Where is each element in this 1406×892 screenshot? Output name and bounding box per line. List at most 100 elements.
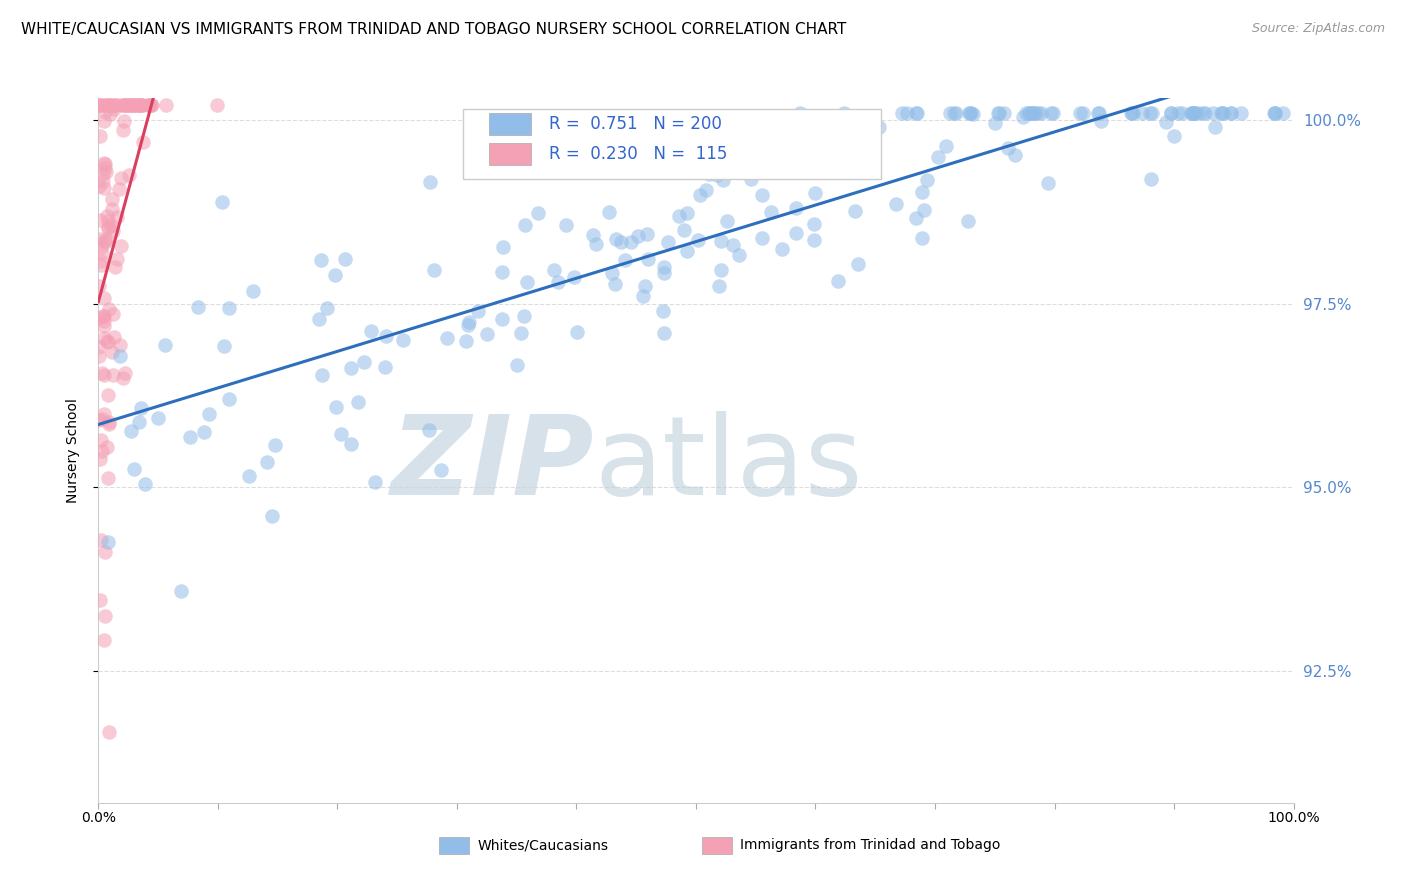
Point bbox=[804, 186, 827, 201]
Point bbox=[710, 234, 733, 248]
Point bbox=[1219, 105, 1241, 120]
Point bbox=[90, 533, 112, 547]
Point bbox=[104, 260, 127, 274]
Point bbox=[89, 593, 111, 607]
Point bbox=[1211, 105, 1233, 120]
Point bbox=[1263, 105, 1285, 120]
Point bbox=[111, 98, 134, 112]
Point bbox=[1090, 113, 1112, 128]
Point bbox=[89, 213, 111, 227]
Point bbox=[94, 161, 117, 176]
Point bbox=[1271, 105, 1294, 120]
Point bbox=[101, 345, 124, 359]
Point bbox=[97, 387, 120, 401]
Point bbox=[904, 211, 927, 226]
Point bbox=[634, 279, 657, 293]
Point bbox=[751, 188, 773, 202]
Point bbox=[1036, 176, 1059, 190]
Point bbox=[636, 227, 658, 241]
Point bbox=[1021, 105, 1043, 120]
Point bbox=[93, 331, 115, 345]
FancyBboxPatch shape bbox=[702, 837, 733, 855]
Point bbox=[927, 150, 949, 164]
Point bbox=[1181, 105, 1204, 120]
Point bbox=[101, 368, 124, 383]
Point bbox=[91, 309, 114, 323]
Point bbox=[652, 326, 675, 341]
Point bbox=[707, 149, 730, 163]
Point bbox=[957, 213, 980, 227]
Point bbox=[554, 219, 576, 233]
Point bbox=[131, 98, 153, 112]
Point bbox=[98, 98, 121, 112]
Point bbox=[1181, 105, 1204, 120]
Point bbox=[93, 319, 115, 334]
Point bbox=[943, 105, 966, 120]
Point bbox=[1154, 114, 1177, 128]
Point bbox=[96, 334, 118, 348]
Point bbox=[1204, 120, 1226, 135]
Point bbox=[803, 233, 825, 247]
Point bbox=[89, 413, 111, 427]
Point bbox=[1122, 105, 1144, 120]
Point bbox=[745, 138, 768, 153]
Point bbox=[93, 235, 115, 250]
Point bbox=[789, 106, 811, 120]
Text: Source: ZipAtlas.com: Source: ZipAtlas.com bbox=[1251, 22, 1385, 36]
Point bbox=[97, 219, 120, 234]
Point bbox=[96, 440, 118, 454]
Point bbox=[627, 228, 650, 243]
Point bbox=[710, 263, 733, 277]
Point bbox=[939, 105, 962, 120]
Point bbox=[1171, 105, 1194, 120]
Point bbox=[993, 105, 1015, 120]
Point bbox=[100, 218, 122, 232]
Text: R =  0.230   N =  115: R = 0.230 N = 115 bbox=[548, 145, 727, 162]
Point bbox=[1022, 105, 1045, 120]
Point bbox=[1042, 105, 1064, 120]
Text: Immigrants from Trinidad and Tobago: Immigrants from Trinidad and Tobago bbox=[740, 838, 1001, 852]
Point bbox=[827, 274, 849, 288]
Point bbox=[614, 253, 637, 268]
Point bbox=[132, 136, 155, 150]
Point bbox=[89, 452, 111, 467]
Point bbox=[128, 98, 150, 112]
Point bbox=[905, 105, 928, 120]
Point bbox=[94, 234, 117, 248]
Point bbox=[311, 368, 333, 382]
Point bbox=[374, 360, 396, 375]
Point bbox=[90, 240, 112, 254]
Point bbox=[1031, 105, 1053, 120]
Point bbox=[264, 438, 287, 452]
Point bbox=[97, 214, 120, 228]
Point bbox=[1015, 105, 1038, 120]
Point bbox=[706, 169, 728, 183]
Point bbox=[103, 329, 125, 343]
Point bbox=[905, 105, 928, 120]
Point bbox=[120, 425, 142, 439]
Point bbox=[582, 228, 605, 243]
Point bbox=[375, 329, 398, 343]
Point bbox=[984, 116, 1007, 130]
Point bbox=[93, 368, 115, 383]
Point bbox=[96, 98, 118, 112]
Point bbox=[547, 275, 569, 289]
Point bbox=[1163, 129, 1185, 144]
Point bbox=[675, 244, 697, 258]
Point bbox=[211, 194, 233, 209]
Point bbox=[1021, 105, 1043, 120]
Point bbox=[509, 326, 531, 341]
Point bbox=[129, 98, 152, 112]
Point bbox=[87, 349, 110, 363]
Point bbox=[101, 192, 124, 206]
Point bbox=[1018, 105, 1040, 120]
Point bbox=[543, 262, 565, 277]
Point bbox=[1130, 105, 1153, 120]
Point bbox=[108, 181, 131, 195]
Point bbox=[1194, 105, 1216, 120]
Point bbox=[118, 98, 141, 112]
Point bbox=[218, 392, 240, 407]
Point bbox=[90, 258, 112, 272]
Point bbox=[129, 401, 152, 416]
Point bbox=[193, 425, 215, 439]
